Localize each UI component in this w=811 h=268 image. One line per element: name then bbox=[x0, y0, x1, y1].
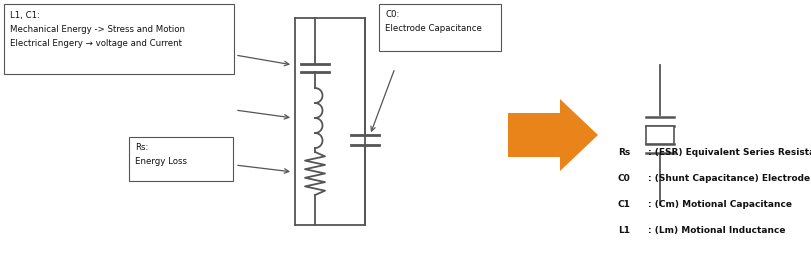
Text: : (ESR) Equivalent Series Resistance: : (ESR) Equivalent Series Resistance bbox=[648, 148, 811, 157]
Text: : (Shunt Capacitance) Electrode Capacitance: : (Shunt Capacitance) Electrode Capacita… bbox=[648, 174, 811, 183]
Text: C0: C0 bbox=[618, 174, 631, 183]
FancyBboxPatch shape bbox=[129, 137, 233, 181]
Polygon shape bbox=[508, 99, 598, 171]
Text: C0:
Electrode Capacitance: C0: Electrode Capacitance bbox=[385, 10, 482, 33]
Text: L1: L1 bbox=[618, 226, 630, 235]
Text: : (Lm) Motional Inductance: : (Lm) Motional Inductance bbox=[648, 226, 786, 235]
Bar bbox=[646, 126, 674, 144]
Text: Rs: Rs bbox=[618, 148, 630, 157]
FancyBboxPatch shape bbox=[379, 4, 501, 51]
Text: Rs:
Energy Loss: Rs: Energy Loss bbox=[135, 143, 187, 166]
Text: L1, C1:
Mechanical Energy -> Stress and Motion
Electrical Engery → voltage and C: L1, C1: Mechanical Energy -> Stress and … bbox=[10, 11, 185, 48]
Text: C1: C1 bbox=[618, 200, 631, 209]
Text: : (Cm) Motional Capacitance: : (Cm) Motional Capacitance bbox=[648, 200, 792, 209]
FancyBboxPatch shape bbox=[4, 4, 234, 74]
